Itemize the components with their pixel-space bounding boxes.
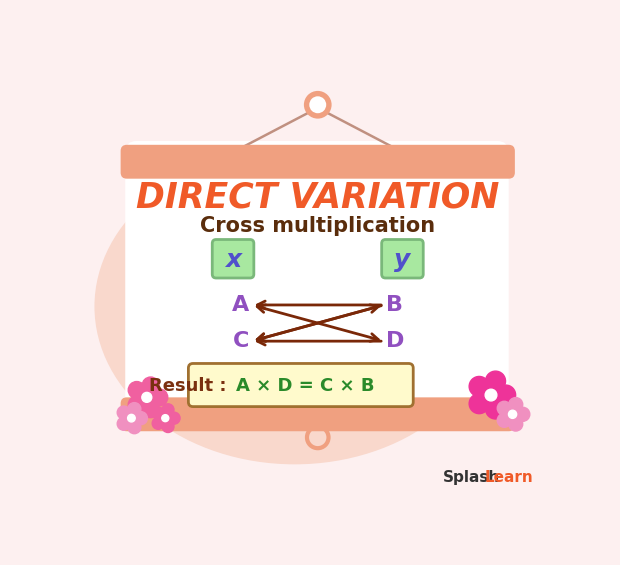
Circle shape [469,376,489,397]
FancyBboxPatch shape [121,145,515,179]
Text: Result :: Result : [149,377,233,395]
Text: DIRECT VARIATION: DIRECT VARIATION [136,180,500,214]
Circle shape [304,91,332,119]
Circle shape [495,385,516,405]
Text: A × D = C × B: A × D = C × B [236,377,374,395]
Circle shape [309,96,326,113]
Text: D: D [386,331,404,351]
Circle shape [509,398,523,411]
Text: C: C [232,331,249,351]
Circle shape [508,410,516,419]
Ellipse shape [94,149,495,464]
Text: y: y [394,248,410,272]
FancyBboxPatch shape [212,240,254,278]
Circle shape [128,414,135,422]
Circle shape [128,381,145,398]
Circle shape [152,407,164,419]
Circle shape [497,414,511,427]
Circle shape [162,420,174,432]
Circle shape [128,396,145,413]
Text: B: B [386,295,403,315]
Circle shape [485,399,505,419]
Circle shape [162,415,169,421]
Circle shape [469,394,489,414]
Circle shape [128,421,141,434]
Text: Cross multiplication: Cross multiplication [200,216,435,236]
Circle shape [117,406,130,419]
Circle shape [128,403,141,416]
Circle shape [485,371,505,391]
Circle shape [117,417,130,430]
Text: x: x [225,248,241,272]
FancyBboxPatch shape [125,141,508,426]
Text: Splash: Splash [443,470,500,485]
FancyBboxPatch shape [188,363,413,407]
Circle shape [142,392,152,402]
Circle shape [142,401,159,418]
Circle shape [135,412,148,425]
Circle shape [509,417,523,431]
Circle shape [168,412,180,424]
Circle shape [516,407,530,421]
Circle shape [142,377,159,394]
Circle shape [162,404,174,416]
Text: Learn: Learn [485,470,534,485]
FancyBboxPatch shape [382,240,423,278]
Circle shape [152,418,164,429]
Text: A: A [232,295,249,315]
Circle shape [497,401,511,415]
Circle shape [485,389,497,401]
FancyBboxPatch shape [121,397,515,431]
Circle shape [151,389,168,406]
